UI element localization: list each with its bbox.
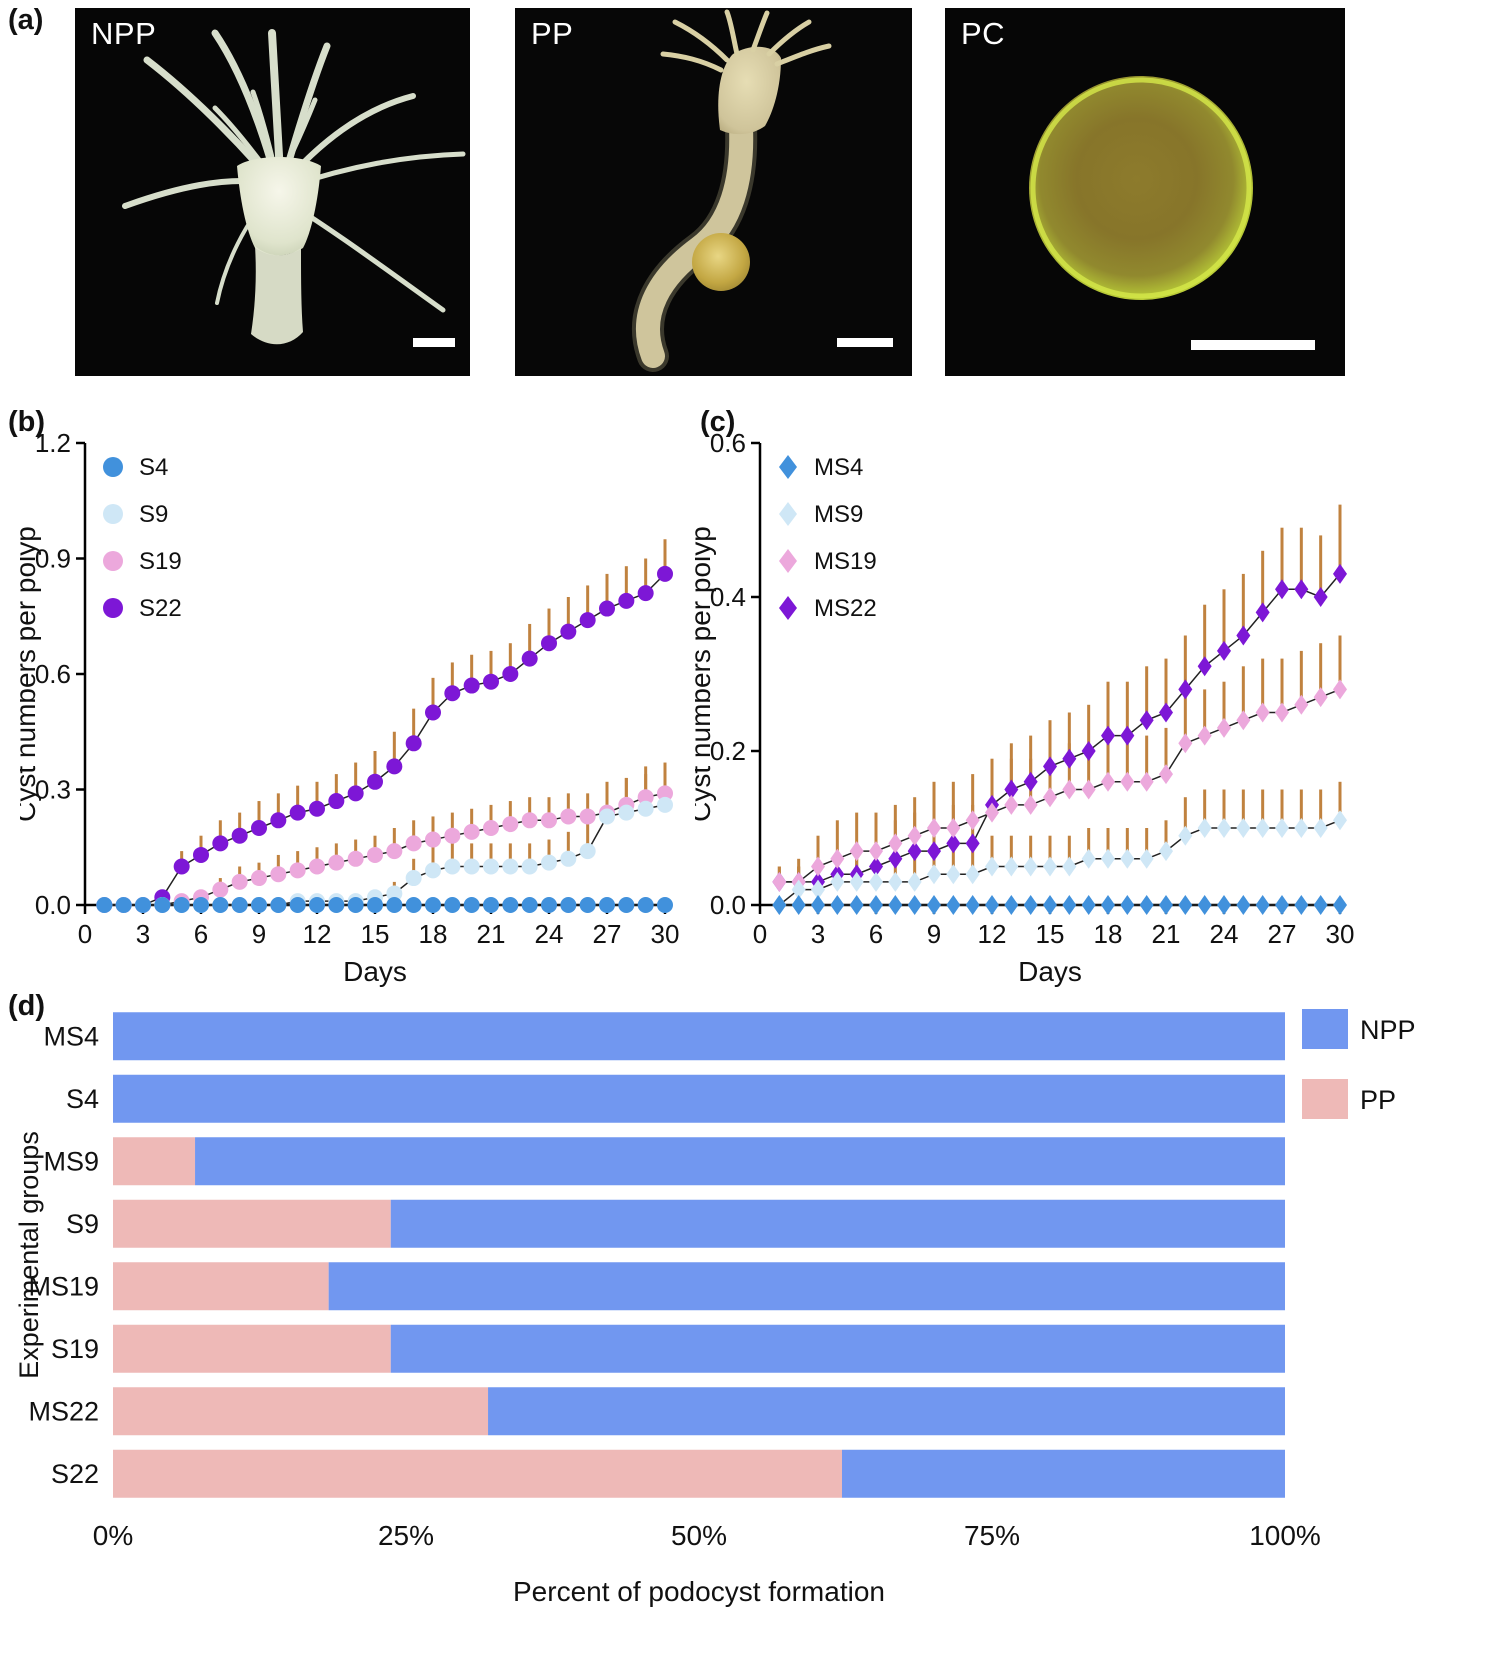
svg-text:15: 15	[361, 919, 390, 949]
svg-text:0.0: 0.0	[35, 890, 71, 920]
svg-text:1.2: 1.2	[35, 428, 71, 458]
svg-text:18: 18	[1094, 919, 1123, 949]
svg-text:3: 3	[136, 919, 150, 949]
svg-text:MS19: MS19	[28, 1271, 99, 1301]
svg-text:6: 6	[194, 919, 208, 949]
npp-polyp-illustration	[75, 8, 470, 376]
podocyst-sphere	[692, 233, 750, 291]
panel-label-d: (d)	[8, 990, 46, 1022]
svg-text:S4: S4	[66, 1084, 99, 1114]
photo-label-pp: PP	[531, 16, 574, 51]
photo-label-pc: PC	[961, 16, 1006, 51]
svg-text:Cyst numbers per polyp: Cyst numbers per polyp	[20, 526, 41, 822]
svg-text:0.9: 0.9	[35, 544, 71, 574]
svg-text:MS19: MS19	[814, 548, 877, 575]
svg-text:Experimental groups: Experimental groups	[14, 1131, 44, 1379]
svg-text:0.4: 0.4	[710, 582, 746, 612]
podocyst-illustration	[945, 8, 1345, 376]
svg-text:9: 9	[252, 919, 266, 949]
photo-npp: NPP	[75, 8, 470, 376]
svg-text:MS22: MS22	[814, 595, 877, 622]
svg-text:6: 6	[869, 919, 883, 949]
svg-text:12: 12	[978, 919, 1007, 949]
svg-text:75%: 75%	[964, 1520, 1020, 1551]
podocyst-formation-bar-chart: MS4 S4 MS9 S9 MS19 S19 MS22 S22 0% 25% 50% 75% 100% P…	[14, 1009, 1416, 1607]
svg-text:Percent of podocyst formation: Percent of podocyst formation	[513, 1576, 885, 1607]
svg-text:21: 21	[477, 919, 506, 949]
cyst-chart-ms-groups: 0 3 6 9 12 15 18 21 24 27 30 0.0 0.2 0.4 0.6 Days Cyst n…	[695, 428, 1355, 987]
svg-text:15: 15	[1036, 919, 1065, 949]
svg-text:18: 18	[419, 919, 448, 949]
svg-text:27: 27	[1268, 919, 1297, 949]
svg-text:30: 30	[1326, 919, 1355, 949]
pp-polyp-illustration	[515, 8, 912, 376]
svg-text:S9: S9	[66, 1209, 99, 1239]
scale-bar	[1191, 340, 1315, 350]
svg-text:Days: Days	[343, 956, 407, 987]
panel-label-b: (b)	[8, 406, 46, 438]
svg-text:S22: S22	[51, 1459, 99, 1489]
svg-text:Cyst numbers per polyp: Cyst numbers per polyp	[695, 526, 716, 822]
svg-text:Days: Days	[1018, 956, 1082, 987]
svg-text:9: 9	[927, 919, 941, 949]
svg-text:24: 24	[535, 919, 564, 949]
photo-label-npp: NPP	[91, 16, 157, 51]
svg-text:MS9: MS9	[43, 1146, 99, 1176]
svg-text:21: 21	[1152, 919, 1181, 949]
svg-text:27: 27	[593, 919, 622, 949]
svg-text:30: 30	[651, 919, 680, 949]
svg-text:0.6: 0.6	[710, 428, 746, 458]
svg-text:NPP: NPP	[1360, 1015, 1416, 1045]
svg-text:0%: 0%	[93, 1520, 133, 1551]
photo-pp: PP	[515, 8, 912, 376]
svg-text:MS22: MS22	[28, 1396, 99, 1426]
svg-text:S19: S19	[51, 1334, 99, 1364]
svg-text:25%: 25%	[378, 1520, 434, 1551]
scale-bar	[413, 338, 455, 347]
svg-text:24: 24	[1210, 919, 1239, 949]
photo-pc: PC	[945, 8, 1345, 376]
scale-bar	[837, 338, 893, 347]
panel-label-a: (a)	[8, 4, 44, 36]
svg-text:3: 3	[811, 919, 825, 949]
svg-text:12: 12	[303, 919, 332, 949]
svg-text:50%: 50%	[671, 1520, 727, 1551]
svg-text:S4: S4	[139, 454, 168, 481]
svg-text:0.2: 0.2	[710, 736, 746, 766]
svg-text:0: 0	[78, 919, 92, 949]
cyst-chart-s-groups: 0 3 6 9 12 15 18 21 24 27 30 0.0 0.3 0.6 0.9 1.2 Days Cys…	[20, 428, 680, 987]
svg-text:MS4: MS4	[814, 454, 863, 481]
svg-text:S9: S9	[139, 501, 168, 528]
panel-label-c: (c)	[700, 406, 736, 438]
svg-text:0.0: 0.0	[710, 890, 746, 920]
svg-text:0.3: 0.3	[35, 775, 71, 805]
svg-text:0: 0	[753, 919, 767, 949]
svg-text:MS4: MS4	[43, 1021, 99, 1051]
svg-text:S19: S19	[139, 548, 182, 575]
svg-text:MS9: MS9	[814, 501, 863, 528]
svg-text:S22: S22	[139, 595, 182, 622]
svg-text:PP: PP	[1360, 1085, 1396, 1115]
svg-text:0.6: 0.6	[35, 659, 71, 689]
svg-text:100%: 100%	[1249, 1520, 1321, 1551]
